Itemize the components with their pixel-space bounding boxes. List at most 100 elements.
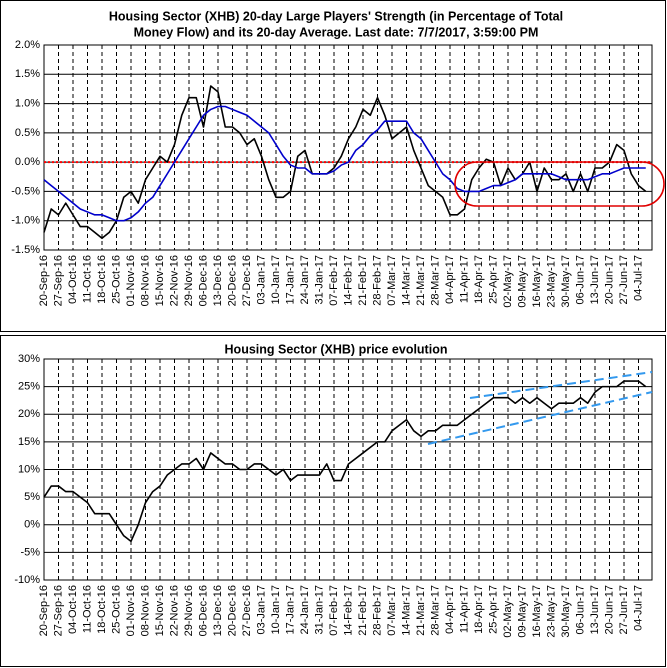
x-tick-label: 21-Mar-17 [415,585,427,636]
x-tick-label: 25-Apr-17 [487,255,499,304]
x-tick-label: 13-Dec-16 [212,255,224,306]
x-tick-label: 20-Dec-16 [226,255,238,306]
x-tick-label: 10-Jan-17 [270,255,282,305]
x-tick-label: 21-Feb-17 [357,585,369,636]
x-tick-label: 18-Apr-17 [473,255,485,304]
y-tick-label: 0% [24,519,40,531]
x-tick-label: 04-Oct-16 [67,255,79,304]
x-tick-label: 07-Mar-17 [386,255,398,306]
x-tick-label: 29-Nov-16 [183,255,195,306]
x-tick-label: 30-May-17 [560,585,572,638]
y-tick-label: -1.5% [11,244,40,256]
x-tick-label: 20-Sep-16 [38,585,50,636]
x-tick-label: 13-Jun-17 [589,585,601,635]
x-tick-label: 28-Feb-17 [371,255,383,306]
x-tick-label: 28-Mar-17 [429,255,441,306]
chart-title: Housing Sector (XHB) price evolution [225,342,448,356]
x-tick-label: 01-Nov-16 [125,585,137,636]
trend-line [469,371,653,399]
x-tick-label: 07-Mar-17 [386,585,398,636]
y-tick-label: -5% [20,546,40,558]
y-tick-label: -1.0% [11,215,40,227]
x-tick-label: 04-Apr-17 [444,255,456,304]
x-tick-label: 06-Dec-16 [197,585,209,636]
x-tick-label: 18-Oct-16 [96,255,108,304]
x-tick-label: 11-Apr-17 [458,255,470,303]
x-tick-label: 27-Dec-16 [241,255,253,306]
x-tick-label: 08-Nov-16 [139,255,151,306]
x-tick-label: 16-May-17 [531,255,543,308]
y-tick-label: 1.0% [15,97,40,109]
x-tick-label: 21-Feb-17 [357,255,369,306]
x-tick-label: 25-Oct-16 [110,255,122,304]
y-tick-label: 25% [18,381,40,393]
chart-title: Housing Sector (XHB) 20-day Large Player… [109,9,563,23]
x-tick-label: 06-Dec-16 [197,255,209,306]
x-tick-label: 14-Feb-17 [342,585,354,636]
x-tick-label: 20-Jun-17 [603,255,615,305]
series-line [43,380,647,543]
x-tick-label: 23-May-17 [545,255,557,308]
x-tick-label: 15-Nov-16 [154,255,166,306]
x-tick-label: 06-Jun-17 [574,585,586,635]
x-tick-label: 04-Jul-17 [632,585,644,631]
y-tick-label: 15% [18,436,40,448]
x-tick-label: 31-Jan-17 [313,585,325,635]
x-tick-label: 17-Jan-17 [284,255,296,305]
x-tick-label: 24-Jan-17 [299,585,311,635]
x-tick-label: 22-Nov-16 [168,585,180,636]
x-tick-label: 29-Nov-16 [183,585,195,636]
x-tick-label: 17-Jan-17 [284,585,296,635]
x-tick-label: 28-Mar-17 [429,585,441,636]
y-tick-label: 10% [18,463,40,475]
x-tick-label: 04-Jul-17 [632,255,644,301]
x-tick-label: 03-Jan-17 [255,585,267,635]
y-tick-label: 30% [18,353,40,365]
series-line [43,85,647,240]
x-tick-label: 28-Feb-17 [371,585,383,636]
x-tick-label: 27-Sep-16 [52,255,64,306]
x-tick-label: 18-Apr-17 [473,585,485,634]
x-tick-label: 02-May-17 [502,585,514,638]
x-tick-label: 02-May-17 [502,255,514,308]
trend-line [427,391,653,445]
x-tick-label: 31-Jan-17 [313,255,325,305]
x-tick-label: 08-Nov-16 [139,585,151,636]
x-tick-label: 15-Nov-16 [154,585,166,636]
x-tick-label: 11-Oct-16 [81,585,93,633]
y-tick-label: 1.5% [15,68,40,80]
x-tick-label: 03-Jan-17 [255,255,267,305]
x-tick-label: 14-Mar-17 [400,255,412,306]
y-tick-label: 2.0% [15,39,40,51]
x-tick-label: 24-Jan-17 [299,255,311,305]
y-tick-label: -0.5% [11,185,40,197]
x-tick-label: 25-Apr-17 [487,585,499,634]
x-tick-label: 27-Jun-17 [618,255,630,305]
y-tick-label: 5% [24,491,40,503]
x-tick-label: 09-May-17 [516,585,528,638]
x-tick-label: 23-May-17 [545,585,557,638]
x-tick-label: 20-Sep-16 [38,255,50,306]
x-tick-label: 13-Jun-17 [589,255,601,305]
x-tick-label: 18-Oct-16 [96,585,108,634]
x-tick-label: 16-May-17 [531,585,543,638]
x-tick-label: 11-Oct-16 [81,255,93,303]
x-tick-label: 13-Dec-16 [212,585,224,636]
x-tick-label: 30-May-17 [560,255,572,308]
x-tick-label: 11-Apr-17 [458,585,470,633]
chart-title: Money Flow) and its 20-day Average. Last… [134,25,539,39]
x-tick-label: 21-Mar-17 [415,255,427,306]
x-tick-label: 04-Oct-16 [67,585,79,634]
annotation-ellipse [454,161,665,207]
x-tick-label: 04-Apr-17 [444,585,456,634]
x-tick-label: 27-Dec-16 [241,585,253,636]
series-line [43,105,646,222]
y-tick-label: 0.5% [15,127,40,139]
y-tick-label: 20% [18,408,40,420]
x-tick-label: 09-May-17 [516,255,528,308]
x-tick-label: 06-Jun-17 [574,255,586,305]
x-tick-label: 27-Jun-17 [618,585,630,635]
y-tick-label: -10% [14,574,40,586]
x-tick-label: 20-Dec-16 [226,585,238,636]
x-tick-label: 07-Feb-17 [328,585,340,636]
